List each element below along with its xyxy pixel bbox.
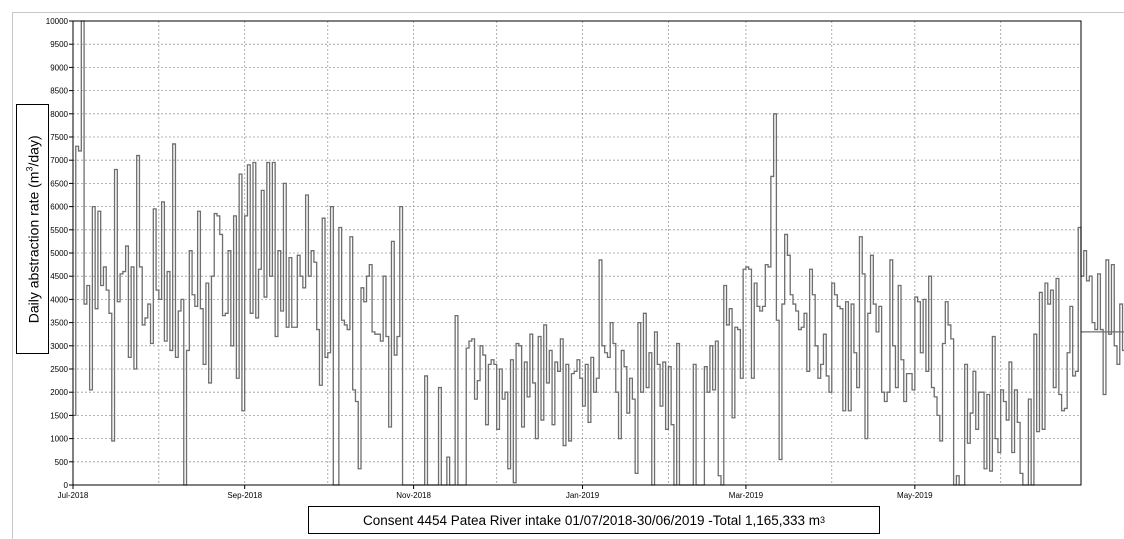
chart-title-superscript: 3 — [820, 515, 826, 525]
y-tick-label: 7000 — [50, 156, 68, 165]
figure-frame-left — [12, 12, 13, 539]
y-tick-label: 5500 — [50, 226, 68, 235]
y-tick-label: 6500 — [50, 179, 68, 188]
y-tick-label: 8500 — [50, 87, 68, 96]
x-tick-label: Jul-2018 — [58, 491, 89, 500]
y-tick-label: 10000 — [46, 17, 69, 26]
y-tick-label: 7500 — [50, 133, 68, 142]
y-tick-label: 0 — [64, 481, 69, 490]
x-tick-label: May-2019 — [897, 491, 933, 500]
grid — [73, 21, 1081, 485]
y-tick-label: 2000 — [50, 388, 68, 397]
y-tick-label: 2500 — [50, 365, 68, 374]
y-tick-label: 9500 — [50, 40, 68, 49]
x-tick-label: Mar-2019 — [729, 491, 764, 500]
figure-frame-top — [12, 12, 1124, 13]
series-layer — [73, 20, 1124, 486]
x-tick-label: Jan-2019 — [566, 491, 600, 500]
x-tick-label: Nov-2018 — [396, 491, 431, 500]
y-axis-label-box: Daily abstraction rate (m3/day) — [16, 104, 49, 354]
y-tick-label: 5000 — [50, 249, 68, 258]
y-tick-label: 500 — [55, 458, 69, 467]
chart-title-box: Consent 4454 Patea River intake 01/07/20… — [308, 506, 880, 534]
y-tick-labels: 0 500 1000 1500 2000 2500 3000 3500 4000 4500 5000… — [46, 17, 73, 490]
y-axis-label-unit: /day) — [24, 135, 41, 167]
chart-title: Consent 4454 Patea River intake 01/07/20… — [362, 512, 821, 528]
y-tick-label: 1500 — [50, 411, 68, 420]
y-tick-label: 4500 — [50, 272, 68, 281]
y-axis-label: Daily abstraction rate (m3/day) — [24, 135, 41, 323]
plot-area-border — [72, 20, 1082, 486]
series-line — [73, 20, 1124, 486]
x-tick-labels: Jul-2018 Sep-2018 Nov-2018 Jan-2019 Mar-2019… — [58, 485, 933, 500]
y-tick-label: 3500 — [50, 319, 68, 328]
x-tick-label: Sep-2018 — [227, 491, 262, 500]
y-tick-label: 1000 — [50, 435, 68, 444]
y-tick-label: 4000 — [50, 295, 68, 304]
y-tick-label: 6000 — [50, 203, 68, 212]
y-axis-label-superscript: 3 — [24, 166, 35, 172]
y-tick-label: 3000 — [50, 342, 68, 351]
y-tick-label: 8000 — [50, 110, 68, 119]
y-tick-label: 9000 — [50, 63, 68, 72]
y-axis-label-text: Daily abstraction rate (m — [24, 171, 41, 323]
